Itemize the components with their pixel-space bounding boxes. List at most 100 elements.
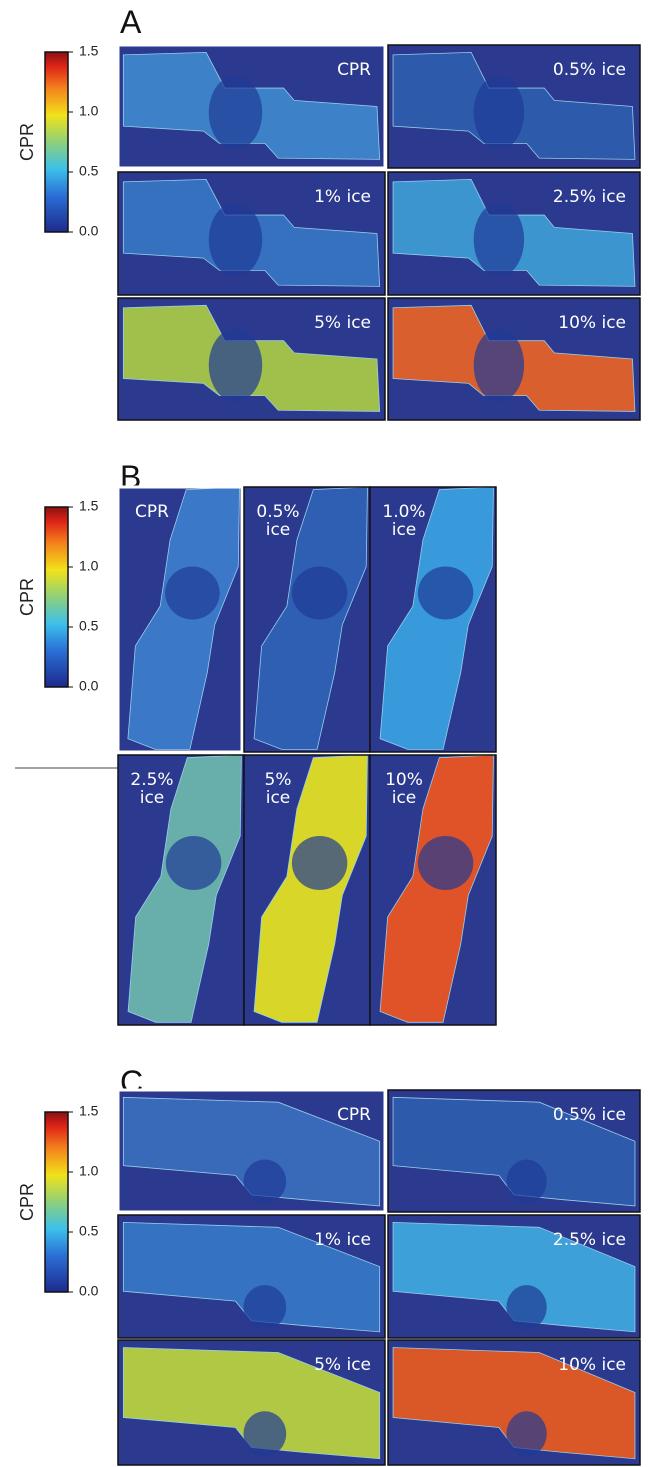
radar-strip <box>392 1221 636 1333</box>
map-tile: 0.5%ice <box>243 486 371 753</box>
crater <box>417 836 474 890</box>
tile-frame <box>116 485 244 754</box>
radar-strip <box>392 1347 636 1460</box>
crater <box>506 1159 547 1204</box>
tile-frame <box>387 44 641 169</box>
map-tile: 5%ice <box>243 754 371 1026</box>
tile-label: ice <box>266 520 291 540</box>
map-tile: 10% ice <box>387 297 641 421</box>
colorbar-tick-label: 1.5 <box>79 498 99 514</box>
tile-label: ice <box>392 520 417 540</box>
map-tile: 0.5% ice <box>387 44 641 169</box>
crater <box>473 202 525 277</box>
map-tile: 1% ice <box>117 171 386 296</box>
radar-strip <box>379 754 494 1023</box>
radar-strip <box>122 1221 381 1333</box>
crater <box>473 328 525 402</box>
map-tile: CPR <box>116 485 244 754</box>
map-tile: 0.5% ice <box>387 1089 641 1213</box>
tile-label: CPR <box>337 1105 371 1125</box>
colorbar-tick-label: 1.0 <box>79 103 99 119</box>
radar-strip <box>122 1096 381 1207</box>
map-tile: 10% ice <box>387 1339 641 1466</box>
tile-label: CPR <box>135 502 169 522</box>
radar-strip <box>253 486 368 750</box>
tile-label: 0.5% ice <box>553 60 626 80</box>
tile-label: 10% <box>385 770 423 790</box>
crater <box>243 1411 287 1457</box>
map-tile: 1.0%ice <box>369 486 497 753</box>
tile-label: 0.5% ice <box>553 1105 626 1125</box>
colorbar-title: CPR <box>17 578 37 616</box>
colorbar-tick-label: 0.0 <box>79 1283 99 1299</box>
tile-label: 2.5% ice <box>553 187 626 207</box>
tile-frame <box>369 486 497 753</box>
map-tile: 10%ice <box>369 754 497 1026</box>
tile-label: 10% ice <box>558 313 626 333</box>
colorbar <box>44 51 69 233</box>
colorbar-tick-label: 0.0 <box>79 223 99 239</box>
tile-label: ice <box>266 788 291 808</box>
crater <box>243 1159 287 1204</box>
map-tile: 2.5%ice <box>117 754 245 1026</box>
crater <box>291 836 348 890</box>
colorbar <box>44 1111 69 1293</box>
colorbar-tick-label: 0.5 <box>79 618 99 634</box>
tile-label: 2.5% ice <box>553 1230 626 1250</box>
tile-frame <box>116 1088 387 1214</box>
crater <box>208 202 263 277</box>
crater <box>243 1285 287 1330</box>
colorbar <box>44 506 69 688</box>
crater <box>208 75 263 150</box>
colorbar-tick-label: 0.5 <box>79 163 99 179</box>
tile-label: 5% <box>265 770 292 790</box>
tile-frame <box>369 754 497 1026</box>
panel-label: A <box>120 4 142 40</box>
tile-frame <box>116 43 387 170</box>
radar-strip <box>122 1347 381 1460</box>
map-tile: 2.5% ice <box>387 171 641 296</box>
tile-frame <box>387 1339 641 1466</box>
tile-frame <box>117 297 386 421</box>
tile-label: 0.5% <box>256 502 299 522</box>
tile-label: 1.0% <box>382 502 425 522</box>
crater <box>473 75 525 150</box>
tile-frame <box>117 1214 386 1339</box>
tile-label: 1% ice <box>314 1230 371 1250</box>
tile-frame <box>387 297 641 421</box>
radar-strip <box>253 754 368 1023</box>
crater <box>165 566 220 620</box>
tile-label: 1% ice <box>314 187 371 207</box>
radar-strip <box>392 1096 636 1207</box>
tile-label: ice <box>392 788 417 808</box>
tile-frame <box>387 1214 641 1339</box>
radar-strip <box>379 486 494 750</box>
tile-frame <box>387 1089 641 1213</box>
map-tile: 2.5% ice <box>387 1214 641 1339</box>
colorbar-title: CPR <box>17 1183 37 1221</box>
tile-frame <box>387 171 641 296</box>
crater <box>291 566 348 620</box>
map-tile: 1% ice <box>117 1214 386 1339</box>
tile-frame <box>117 171 386 296</box>
colorbar-title: CPR <box>17 123 37 161</box>
tile-label: CPR <box>337 60 371 80</box>
map-tile: CPR <box>116 1088 387 1214</box>
colorbar-tick-label: 1.5 <box>79 43 99 59</box>
crater <box>165 836 222 890</box>
radar-strip <box>127 486 240 750</box>
colorbar-tick-label: 0.5 <box>79 1223 99 1239</box>
crater <box>208 328 263 402</box>
map-tile: CPR <box>116 43 387 170</box>
map-tile: 5% ice <box>117 1339 386 1466</box>
crater <box>417 566 474 620</box>
tile-label: 5% ice <box>314 1355 371 1375</box>
tile-label: 5% ice <box>314 313 371 333</box>
colorbar-tick-label: 1.0 <box>79 1163 99 1179</box>
crater <box>506 1285 547 1330</box>
tile-label: 10% ice <box>558 1355 626 1375</box>
tile-label: ice <box>140 788 165 808</box>
map-tile: 5% ice <box>117 297 386 421</box>
radar-strip <box>127 754 242 1023</box>
